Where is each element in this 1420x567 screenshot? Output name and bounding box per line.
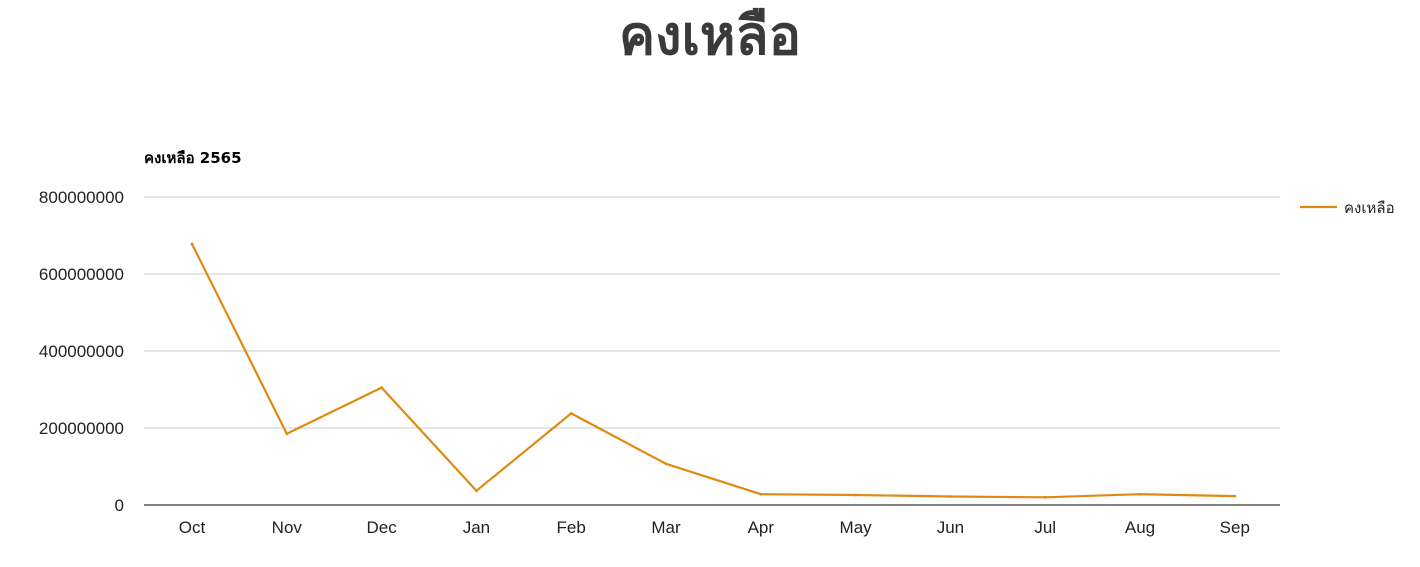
x-tick-label: Mar: [651, 518, 681, 537]
legend[interactable]: คงเหลือ: [1300, 199, 1395, 217]
x-tick-label: Apr: [748, 518, 775, 537]
series-layer: [190, 242, 1237, 499]
data-point[interactable]: [664, 462, 668, 466]
chart-title: คงเหลือ 2565: [144, 149, 242, 167]
x-tick-label: Nov: [272, 518, 303, 537]
x-tick-label: Dec: [366, 518, 397, 537]
series-line[interactable]: [191, 243, 1235, 499]
x-tick-label: Aug: [1125, 518, 1155, 537]
data-point[interactable]: [1233, 494, 1237, 498]
legend-label: คงเหลือ: [1344, 199, 1395, 217]
data-point[interactable]: [759, 492, 763, 496]
data-point[interactable]: [1138, 492, 1142, 496]
y-axis-ticks: 0 200000000 400000000 600000000 800000000: [39, 188, 124, 515]
data-point[interactable]: [380, 386, 383, 389]
y-tick-label: 200000000: [39, 419, 124, 438]
x-tick-label: May: [840, 518, 873, 537]
gridlines: [144, 196, 1280, 429]
data-point[interactable]: [854, 493, 857, 497]
x-axis-ticks: Oct Nov Dec Jan Feb Mar Apr May Jun Jul Aug Sep: [179, 518, 1250, 537]
y-tick-label: 600000000: [39, 265, 124, 284]
y-tick-label: 800000000: [39, 188, 124, 207]
x-tick-label: Jun: [937, 518, 964, 537]
x-tick-label: Jan: [463, 518, 490, 537]
y-tick-label: 400000000: [39, 342, 124, 361]
x-tick-label: Jul: [1034, 518, 1056, 537]
x-tick-label: Sep: [1220, 518, 1250, 537]
data-point[interactable]: [569, 411, 573, 415]
data-point[interactable]: [949, 495, 952, 498]
data-point[interactable]: [1043, 495, 1047, 499]
x-tick-label: Oct: [179, 518, 206, 537]
data-point[interactable]: [475, 489, 478, 493]
page-title: คงเหลือ: [618, 4, 802, 67]
data-point[interactable]: [285, 432, 289, 436]
y-tick-label: 0: [115, 496, 124, 515]
data-point[interactable]: [190, 242, 194, 246]
x-tick-label: Feb: [557, 518, 586, 537]
